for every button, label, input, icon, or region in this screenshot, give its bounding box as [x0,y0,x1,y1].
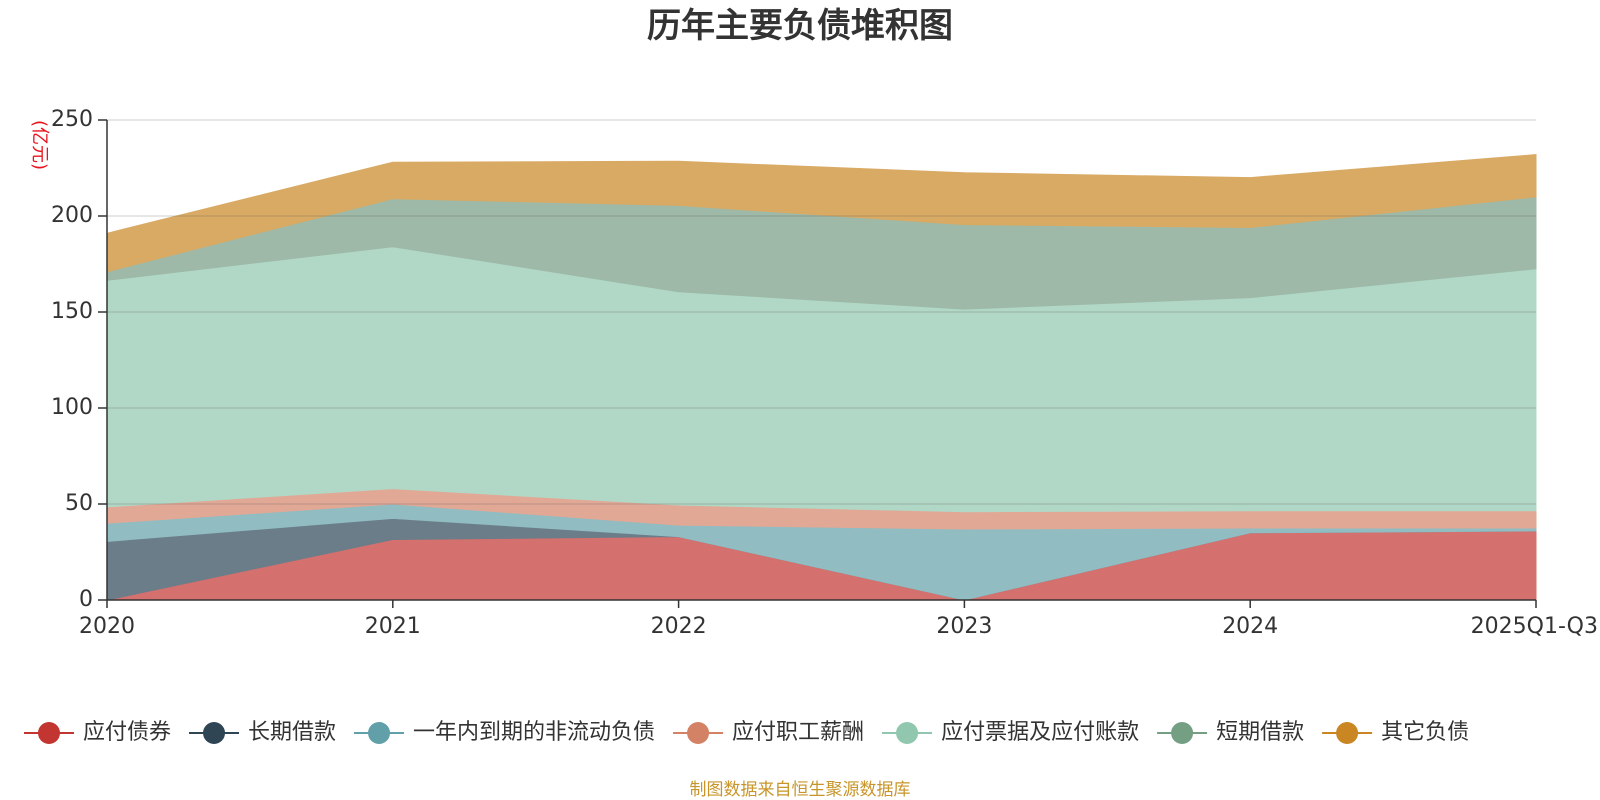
legend-item-6[interactable]: 其它负债 [1322,720,1469,745]
legend: 应付债券 长期借款 一年内到期的非流动负债 应付职工薪酬 应付票据及应付账款 短期借款 其它… [24,720,1469,745]
chart-title: 历年主要负债堆积图 [647,6,953,46]
legend-marker-3 [687,722,710,744]
y-tick-label-0: 0 [79,587,93,612]
legend-label-4: 应付票据及应付账款 [941,720,1139,745]
y-tick-label-4: 200 [51,203,93,228]
legend-item-0[interactable]: 应付债券 [24,720,171,745]
legend-marker-4 [896,722,919,744]
area-layers [106,154,1537,601]
area-series-6[interactable] [106,154,1537,273]
x-tick-label-3: 2023 [936,614,992,639]
legend-item-5[interactable]: 短期借款 [1157,720,1304,745]
y-tick-label-5: 250 [51,107,93,132]
x-tick-label-0: 2020 [79,614,135,639]
legend-label-3: 应付职工薪酬 [732,720,864,745]
legend-label-1: 长期借款 [248,720,336,745]
x-tick-label-4: 2024 [1222,614,1278,639]
x-tick-label-5: 2025Q1-Q3 [1471,614,1598,639]
legend-marker-0 [38,722,60,744]
y-tick-label-3: 150 [51,299,93,324]
legend-marker-1 [203,722,226,744]
legend-item-1[interactable]: 长期借款 [189,720,336,745]
legend-label-0: 应付债券 [83,720,171,745]
legend-item-4[interactable]: 应付票据及应付账款 [882,720,1139,745]
y-axis-unit: (亿元) [29,120,50,170]
grid-lines [107,119,1536,505]
legend-item-3[interactable]: 应付职工薪酬 [673,720,864,745]
x-tick-label-2: 2022 [651,614,707,639]
y-tick-label-2: 100 [51,395,93,420]
x-tick-label-1: 2021 [365,614,421,639]
legend-item-2[interactable]: 一年内到期的非流动负债 [354,720,655,745]
source-note: 制图数据来自恒生聚源数据库 [690,780,911,800]
legend-label-6: 其它负债 [1381,720,1469,745]
legend-marker-5 [1171,722,1194,744]
axes: 0 50 100 150 200 250 2020 2021 2022 2023 2024 2025Q… [51,107,1598,639]
legend-marker-6 [1336,722,1359,744]
y-tick-label-1: 50 [65,491,93,516]
legend-label-2: 一年内到期的非流动负债 [413,720,655,745]
legend-marker-2 [368,722,391,744]
legend-label-5: 短期借款 [1216,720,1304,745]
